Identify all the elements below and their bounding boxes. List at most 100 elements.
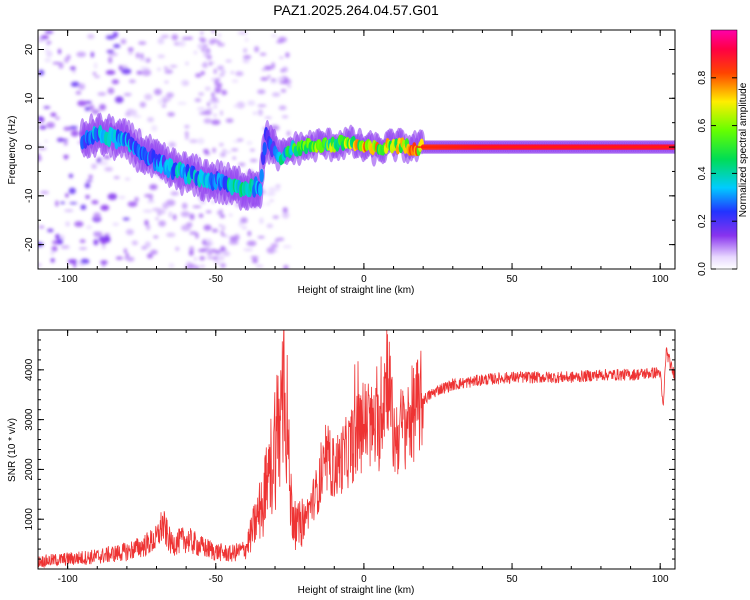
spectrogram-noise-blob: [214, 86, 222, 94]
spectrogram-noise-blob: [127, 47, 134, 52]
spectrogram-noise-blob: [246, 141, 253, 145]
spectrogram-noise-blob: [139, 57, 148, 62]
spectrogram-noise-blob: [65, 221, 71, 227]
spectrogram-noise-blob: [40, 35, 49, 40]
spectrogram-noise-blob: [162, 96, 172, 102]
spectrogram-noise-blob: [271, 62, 275, 70]
spectrogram-noise-blob: [61, 138, 69, 142]
spectrogram-noise-blob: [70, 130, 79, 137]
spectrogram-noise-blob: [244, 37, 249, 42]
spectrogram-noise-blob: [45, 50, 53, 58]
spectrogram-noise-blob: [118, 195, 126, 199]
spectrogram-noise-blob: [282, 66, 288, 73]
x-tick-label: -100: [58, 574, 78, 585]
spectrogram-noise-blob: [194, 98, 202, 102]
spectrogram-noise-blob: [270, 78, 277, 82]
spectrogram-noise-blob: [128, 79, 136, 84]
spectrogram-noise-blob: [287, 85, 292, 88]
spectrogram-noise-blob: [271, 33, 278, 38]
spectrogram-noise-blob: [184, 82, 190, 85]
spectrogram-noise-blob: [216, 253, 225, 258]
spectrogram-noise-blob: [100, 260, 108, 265]
spectrogram-noise-blob: [221, 89, 226, 96]
spectrogram-noise-blob: [184, 125, 190, 129]
spectrogram-noise-blob: [228, 241, 239, 245]
spectrogram-noise-blob: [194, 264, 200, 269]
ridge-core-blob: [259, 168, 264, 183]
spectrogram-noise-blob: [166, 232, 176, 238]
spectrogram-noise-blob: [105, 35, 115, 40]
spectrogram-noise-blob: [212, 147, 216, 153]
spectrogram-noise-blob: [44, 139, 48, 143]
spectrogram-noise-blob: [229, 235, 233, 242]
spectrogram-noise-blob: [134, 197, 139, 202]
spectrogram-noise-blob: [266, 223, 274, 229]
spectrogram-noise-blob: [73, 262, 77, 268]
colorbar: 0.0 0.2 0.4 0.6 0.8 Normalized spectral ampl…: [697, 29, 749, 276]
spectrogram-noise-blob: [108, 52, 119, 57]
colorbar-label: Normalized spectral amplitude: [738, 82, 749, 217]
x-tick-label: -50: [209, 274, 224, 285]
spectrogram-noise-blob: [205, 210, 212, 214]
x-tick-label: -50: [209, 574, 224, 585]
spectrogram-noise-blob: [189, 213, 195, 221]
spectrogram-noise-blob: [93, 232, 103, 238]
spectrogram-noise-blob: [80, 258, 90, 265]
spectrogram-noise-blob: [202, 239, 207, 246]
spectrogram-noise-blob: [125, 253, 129, 258]
colorbar-tick-label: 0.6: [697, 118, 708, 132]
spectrogram-noise-blob: [74, 221, 84, 227]
spectrogram-noise-blob: [84, 182, 91, 189]
spectrogram-noise-blob: [80, 204, 87, 210]
spectrogram-noise-blob: [192, 205, 202, 208]
spectrogram-noise-blob: [55, 233, 61, 240]
spectrogram-noise-blob: [181, 202, 188, 210]
spectrogram-noise-blob: [44, 30, 54, 34]
y-tick-label: 20: [24, 44, 35, 56]
spectrogram-noise-blob: [272, 215, 279, 219]
spectrogram-noise-blob: [169, 65, 178, 68]
spectrogram-noise-blob: [126, 256, 135, 262]
spectrogram-noise-blob: [185, 133, 189, 140]
spectrogram-noise-blob: [260, 77, 269, 81]
spectrogram-noise-blob: [254, 46, 259, 53]
spectrogram-noise-blob: [211, 119, 221, 125]
spectrogram-noise-blob: [198, 248, 207, 253]
spectrogram-noise-blob: [172, 214, 177, 221]
spectrogram-noise-blob: [230, 71, 234, 74]
spectrogram-noise-blob: [167, 112, 175, 117]
spectrogram-noise-blob: [57, 48, 62, 55]
spectrogram-noise-blob: [225, 118, 234, 123]
spectrogram-noise-blob: [203, 44, 208, 49]
spectrogram-noise-blob: [144, 193, 154, 198]
spectrogram-noise-blob: [112, 31, 119, 38]
spectrogram-noise-blob: [68, 187, 76, 195]
spectrogram-noise-blob: [219, 214, 226, 219]
spectrogram-noise-blob: [283, 264, 289, 269]
spectrogram-noise-blob: [247, 101, 256, 106]
spectrogram-noise-blob: [100, 204, 110, 211]
spectrogram-noise-blob: [50, 257, 55, 263]
spectrogram-noise-blob: [63, 141, 68, 146]
spectrogram-noise-blob: [162, 202, 169, 210]
spectrogram-noise-blob: [282, 211, 290, 219]
spectrogram-noise-blob: [203, 149, 209, 154]
spectrogram-noise-blob: [160, 34, 170, 39]
spectrogram-noise-blob: [236, 138, 244, 142]
spectrogram-noise-blob: [249, 158, 258, 163]
spectrogram-noise-blob: [220, 152, 226, 157]
spectrogram-noise-blob: [279, 56, 284, 59]
spectrogram-noise-blob: [157, 37, 165, 45]
spectrogram-noise-blob: [107, 87, 115, 95]
spectrogram-noise-blob: [128, 52, 133, 55]
spectrogram-noise-blob: [111, 79, 120, 85]
spectrogram-noise-blob: [166, 92, 174, 98]
spectrogram-noise-blob: [170, 191, 180, 196]
spectrogram-noise-blob: [99, 104, 107, 111]
x-tick-label: 50: [506, 574, 518, 585]
spectrogram-noise-blob: [203, 63, 208, 67]
spectrogram-noise-blob: [161, 104, 167, 108]
colorbar-gradient: [710, 29, 738, 270]
spectrogram-noise-blob: [52, 62, 61, 65]
spectrogram-noise-blob: [146, 200, 156, 204]
